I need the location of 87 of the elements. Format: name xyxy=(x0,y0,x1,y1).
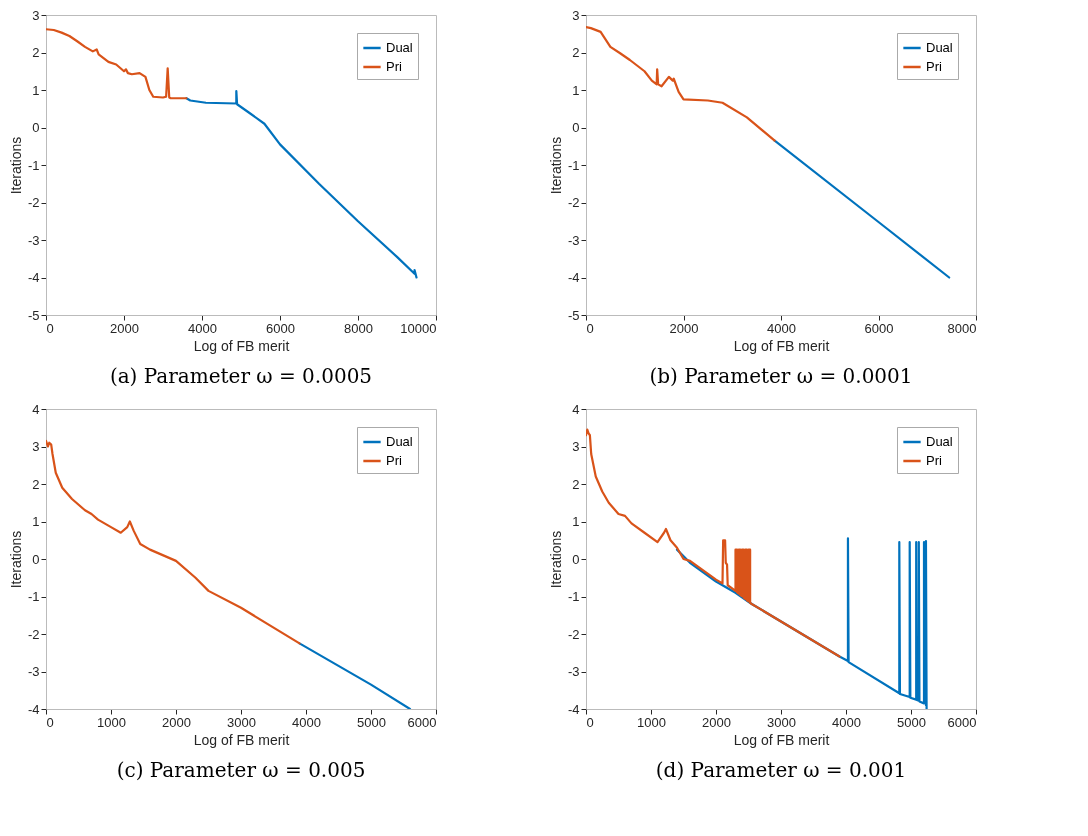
y-tick-label: 1 xyxy=(32,82,40,98)
x-tick-label: 3000 xyxy=(227,714,256,730)
x-tick-label: 4000 xyxy=(832,714,861,730)
y-axis-title: Iterations xyxy=(7,530,24,589)
legend-label: Pri xyxy=(926,453,942,468)
y-tick-label: -4 xyxy=(27,270,40,285)
text: (c) Parameter ω = 0.005 xyxy=(116,758,366,782)
y-tick-label: -3 xyxy=(567,232,580,248)
y-tick-label: 2 xyxy=(32,45,40,60)
x-tick-label: 10000 xyxy=(400,320,437,336)
x-tick-label: 6000 xyxy=(947,714,977,730)
legend-label: Dual xyxy=(386,434,413,449)
y-axis-title: Iterations xyxy=(547,136,564,195)
y-tick-label: 0 xyxy=(572,120,580,135)
line-series xyxy=(586,428,841,658)
x-tick-label: 2000 xyxy=(162,714,191,730)
x-tick-label: 4000 xyxy=(292,714,321,730)
legend-label: Pri xyxy=(386,59,402,74)
x-tick-label: 2000 xyxy=(669,320,699,336)
y-axis-title: Iterations xyxy=(547,530,564,589)
x-tick-label: 4000 xyxy=(767,320,796,336)
x-tick-label: 0 xyxy=(586,714,594,730)
x-axis-title: Log of FB merit xyxy=(733,731,830,748)
x-tick-label: 2000 xyxy=(702,714,731,730)
y-tick-label: 0 xyxy=(32,551,40,567)
y-tick-label: -3 xyxy=(27,664,40,679)
y-tick-label: -5 xyxy=(567,307,580,323)
x-tick-label: 5000 xyxy=(357,714,386,730)
text: (b) Parameter ω = 0.0001 xyxy=(649,364,913,388)
line-series xyxy=(46,439,301,645)
y-tick-label: 1 xyxy=(32,514,40,529)
y-axis-title: Iterations xyxy=(7,136,24,195)
x-tick-label: 8000 xyxy=(344,320,373,336)
x-tick-label: 6000 xyxy=(407,714,437,730)
legend-label: Dual xyxy=(926,40,953,55)
y-tick-label: 3 xyxy=(572,7,580,23)
line-series xyxy=(586,25,776,142)
x-tick-label: 6000 xyxy=(266,320,295,336)
text: (a) Parameter ω = 0.0005 xyxy=(109,364,373,388)
legend-label: Pri xyxy=(926,59,942,74)
y-tick-label: 0 xyxy=(32,120,40,135)
x-tick-label: 6000 xyxy=(864,320,894,336)
line-series xyxy=(185,90,418,279)
y-tick-label: 1 xyxy=(572,514,580,529)
y-tick-label: -4 xyxy=(567,270,580,285)
text: (d) Parameter ω = 0.001 xyxy=(655,758,907,782)
legend-label: Dual xyxy=(386,40,413,55)
y-tick-label: 1 xyxy=(572,82,580,98)
x-tick-label: 1000 xyxy=(637,714,666,730)
x-tick-label: 4000 xyxy=(188,320,217,336)
x-tick-label: 1000 xyxy=(97,714,126,730)
legend-label: Dual xyxy=(926,434,953,449)
y-tick-label: -1 xyxy=(27,589,40,604)
y-tick-label: 3 xyxy=(572,439,580,454)
y-tick-label: -1 xyxy=(27,157,40,173)
y-tick-label: -2 xyxy=(567,195,580,210)
y-tick-label: 3 xyxy=(32,439,40,454)
y-tick-label: -2 xyxy=(567,626,580,642)
x-tick-label: 2000 xyxy=(110,320,139,336)
line-series xyxy=(46,28,188,100)
y-tick-label: -2 xyxy=(27,195,40,210)
y-tick-label: 2 xyxy=(32,476,40,492)
x-tick-label: 0 xyxy=(586,320,594,336)
legend-label: Pri xyxy=(386,453,402,468)
y-tick-label: 0 xyxy=(572,551,580,567)
y-tick-label: 2 xyxy=(572,476,580,492)
y-tick-label: -4 xyxy=(567,701,580,717)
y-tick-label: -3 xyxy=(567,664,580,679)
y-tick-label: 4 xyxy=(32,401,40,417)
line-series xyxy=(675,537,928,709)
y-tick-label: 3 xyxy=(32,7,40,23)
y-tick-label: 2 xyxy=(572,45,580,60)
x-tick-label: 3000 xyxy=(767,714,796,730)
y-tick-label: -1 xyxy=(567,589,580,604)
y-tick-label: 4 xyxy=(572,401,580,417)
x-axis-title: Log of FB merit xyxy=(193,337,290,354)
y-tick-label: -3 xyxy=(27,232,40,248)
x-tick-label: 0 xyxy=(46,714,54,730)
y-tick-label: -1 xyxy=(567,157,580,173)
x-axis-title: Log of FB merit xyxy=(733,337,830,354)
x-tick-label: 5000 xyxy=(897,714,926,730)
x-tick-label: 8000 xyxy=(947,320,977,336)
x-tick-label: 0 xyxy=(46,320,54,336)
y-tick-label: -2 xyxy=(27,626,40,642)
x-axis-title: Log of FB merit xyxy=(193,731,290,748)
y-tick-label: -4 xyxy=(27,701,40,717)
y-tick-label: -5 xyxy=(27,307,40,323)
